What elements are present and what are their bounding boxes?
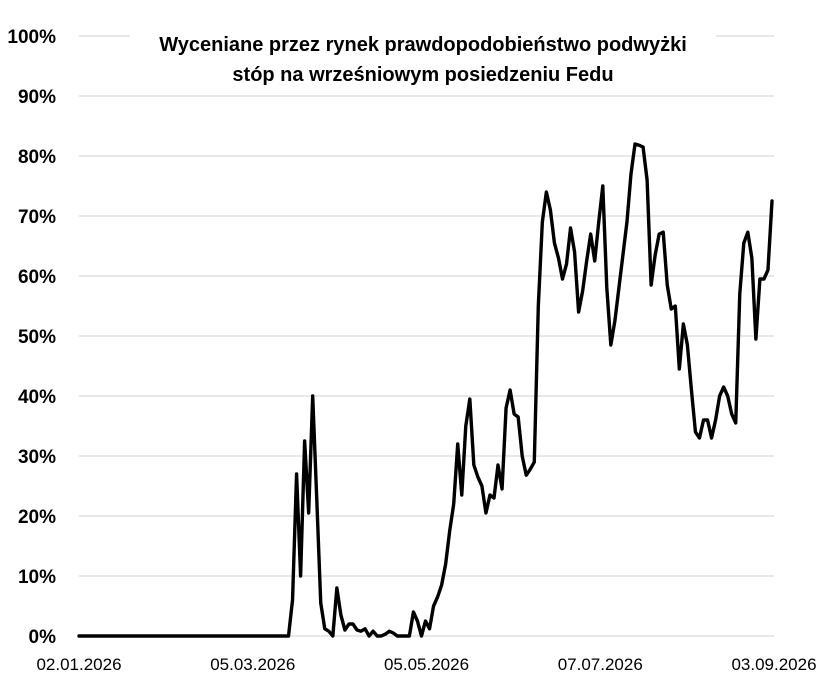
- series-layer: [77, 142, 774, 638]
- x-tick-label: 05.03.2026: [210, 655, 295, 674]
- y-tick-label: 40%: [18, 387, 56, 408]
- chart-title-background: [130, 28, 716, 92]
- x-tick-label: 02.01.2026: [36, 655, 121, 674]
- x-tick-label: 03.09.2026: [731, 655, 816, 674]
- y-tick-label: 80%: [18, 147, 56, 168]
- y-tick-label: 70%: [18, 207, 56, 228]
- y-tick-label: 90%: [18, 87, 56, 108]
- y-tick-label: 0%: [29, 627, 57, 648]
- x-axis-tick-labels: 02.01.2026 05.03.2026 05.05.2026 07.07.2026…: [36, 655, 816, 674]
- gridlines: [79, 35, 774, 637]
- y-tick-label: 20%: [18, 507, 56, 528]
- y-tick-label: 50%: [18, 327, 56, 348]
- x-tick-label: 05.05.2026: [384, 655, 469, 674]
- x-tick-label: 07.07.2026: [558, 655, 643, 674]
- series-line: [77, 142, 774, 638]
- chart-title-line-2: stóp na wrześniowym posiedzeniu Fedu: [232, 64, 613, 86]
- y-axis-tick-labels: 0% 10% 20% 30% 40% 50% 60% 70% 80% 90% 100%: [7, 27, 56, 648]
- chart-title-line-1: Wyceniane przez rynek prawdopodobieństwo…: [159, 34, 687, 56]
- chart-title: Wyceniane przez rynek prawdopodobieństwo…: [130, 28, 716, 92]
- y-tick-label: 100%: [7, 27, 56, 48]
- y-tick-label: 10%: [18, 567, 56, 588]
- y-tick-label: 30%: [18, 447, 56, 468]
- y-tick-label: 60%: [18, 267, 56, 288]
